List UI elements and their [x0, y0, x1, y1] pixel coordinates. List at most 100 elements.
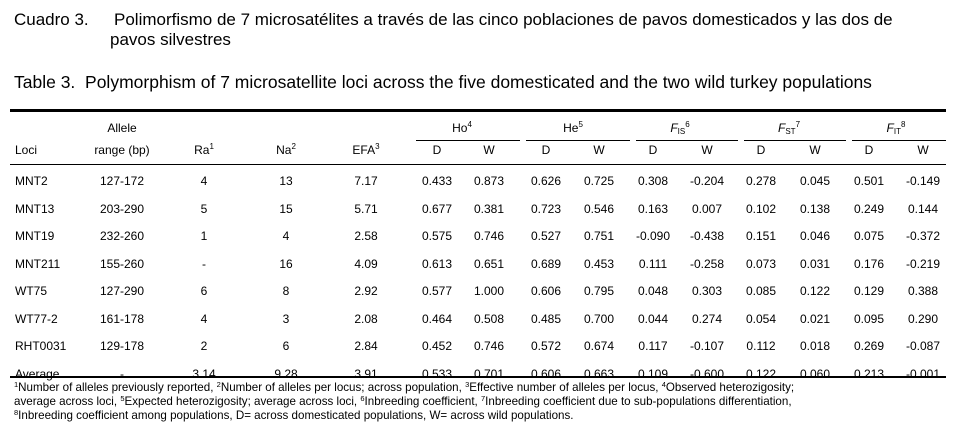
- cell-fst-d: 0.151: [745, 229, 777, 243]
- fn3-text: Effective number of alleles per locus,: [469, 381, 662, 394]
- header-efa-text: EFA: [352, 143, 376, 157]
- cell-ho-w: 0.508: [473, 311, 505, 326]
- caption-english-text: Polymorphism of 7 microsatellite loci ac…: [85, 72, 872, 92]
- cell-ho-w: 0.381: [473, 201, 505, 216]
- caption-spanish: Cuadro 3. Polimorfismo de 7 microsatélite…: [14, 10, 949, 50]
- cell-ra: 3.14: [192, 366, 216, 381]
- cell-efa: 7.17: [354, 174, 378, 188]
- cell-fit-w: -0.001: [905, 366, 941, 381]
- cell-range: 127-172: [99, 174, 145, 188]
- cell-ho-d: 0.452: [421, 339, 453, 353]
- fn2-text: Number of alleles per locus; across popu…: [220, 381, 466, 394]
- cell-range: 161-178: [99, 311, 145, 326]
- cell-fst-d: 0.073: [745, 256, 777, 271]
- header-fit-f: F: [886, 121, 894, 135]
- cell-fst-w: 0.046: [799, 229, 831, 243]
- cell-fit-w: -0.087: [905, 339, 941, 353]
- cell-he-d: 0.485: [530, 311, 562, 326]
- cell-fis-d: 0.111: [638, 256, 668, 271]
- cell-na: 6: [282, 339, 290, 353]
- cell-locus: WT75: [15, 284, 48, 298]
- cell-fis-d: 0.163: [637, 201, 669, 216]
- cell-he-w: 0.453: [583, 256, 615, 271]
- cell-he-d: 0.606: [530, 284, 562, 298]
- fn2-mark: 2: [216, 380, 221, 389]
- fit-group-rule: [852, 140, 946, 141]
- cell-fit-w: -0.219: [905, 256, 941, 271]
- cell-efa: 2.08: [354, 311, 378, 326]
- fn4-text: Observed heterozigosity;: [665, 381, 795, 394]
- cell-fst-d: 0.054: [745, 311, 777, 326]
- cell-efa: 2.58: [354, 229, 378, 243]
- header-fit-sup: 8: [901, 120, 906, 129]
- cell-fis-d: -0.090: [635, 229, 671, 243]
- cell-ho-w: 0.701: [473, 366, 505, 381]
- cell-fit-w: 0.144: [907, 201, 939, 216]
- cell-na: 4: [282, 229, 290, 243]
- cell-fis-w: -0.600: [689, 366, 725, 381]
- cell-efa: 5.71: [354, 201, 378, 216]
- cell-fst-w: 0.031: [799, 256, 831, 271]
- cell-ra: 4: [200, 174, 208, 188]
- cell-fit-w: 0.388: [907, 284, 939, 298]
- cell-ra: 4: [200, 311, 208, 326]
- cell-locus: MNT211: [15, 256, 61, 271]
- cell-fis-d: 0.117: [638, 339, 668, 353]
- caption-english: Table 3. Polymorphism of 7 microsatellit…: [14, 71, 949, 93]
- cell-ho-d: 0.577: [421, 284, 453, 298]
- header-efa-sup: 3: [375, 142, 380, 151]
- cell-efa: 3.91: [354, 366, 378, 381]
- footnote-line-1: 1Number of alleles previously reported, …: [14, 381, 949, 395]
- cell-he-w: 0.751: [583, 229, 615, 243]
- header-fit: FIT8: [886, 120, 906, 136]
- header-fis-d: D: [648, 143, 658, 157]
- cell-ho-w: 0.746: [473, 339, 505, 353]
- cell-fst-d: 0.085: [745, 284, 777, 298]
- cell-fst-w: 0.045: [799, 174, 831, 188]
- cell-ho-w: 0.873: [473, 174, 505, 188]
- header-fst-d: D: [756, 143, 766, 157]
- cell-fit-d: 0.501: [853, 174, 885, 188]
- header-fst-sub: ST: [785, 127, 796, 136]
- caption-spanish-line2: pavos silvestres: [110, 30, 231, 49]
- cell-fst-w: 0.122: [799, 284, 831, 298]
- caption-english-label: Table 3.: [14, 72, 76, 92]
- cell-fit-d: 0.249: [853, 201, 885, 216]
- cell-fit-d: 0.213: [853, 366, 885, 381]
- cell-range: 155-260: [99, 256, 145, 271]
- cell-fit-d: 0.075: [853, 229, 885, 243]
- cell-efa: 2.84: [354, 339, 378, 353]
- cell-fst-d: 0.278: [745, 174, 777, 188]
- cell-na: 9.28: [274, 366, 298, 381]
- cell-ho-d: 0.464: [421, 311, 453, 326]
- cell-locus: WT77-2: [15, 311, 58, 326]
- cell-fst-d: 0.122: [745, 366, 777, 381]
- caption-spanish-label: Cuadro 3.: [14, 10, 89, 29]
- cell-fis-w: -0.258: [689, 256, 725, 271]
- cell-ra: 6: [200, 284, 208, 298]
- header-he: He5: [563, 120, 583, 136]
- cell-ra: 5: [200, 201, 208, 216]
- cell-fis-w: 0.274: [691, 311, 723, 326]
- header-fis-sub: IS: [677, 127, 686, 136]
- cell-range: 232-260: [99, 229, 145, 243]
- cell-fst-w: 0.060: [799, 366, 831, 381]
- cell-he-w: 0.674: [583, 339, 615, 353]
- fn1-text: Number of alleles previously reported,: [18, 381, 217, 394]
- cell-fit-d: 0.095: [853, 311, 885, 326]
- cell-ho-w: 0.746: [473, 229, 505, 243]
- header-fst-f: F: [777, 121, 786, 135]
- table-bottom-rule: [10, 376, 946, 378]
- cell-na: 3: [282, 311, 290, 326]
- header-he-sup: 5: [578, 120, 583, 129]
- table-header-rule: [10, 164, 946, 165]
- header-ra: Ra1: [194, 143, 214, 158]
- cell-efa: 2.92: [354, 284, 378, 298]
- cell-ho-d: 0.533: [421, 366, 453, 381]
- footnote-line-2: average across loci, 5Expected heterozig…: [14, 395, 949, 409]
- header-fis: FIS6: [670, 121, 689, 136]
- cell-locus: MNT13: [15, 201, 55, 216]
- header-he-w: W: [593, 143, 605, 157]
- header-na-sup: 2: [291, 142, 296, 151]
- cell-he-w: 0.700: [583, 311, 615, 326]
